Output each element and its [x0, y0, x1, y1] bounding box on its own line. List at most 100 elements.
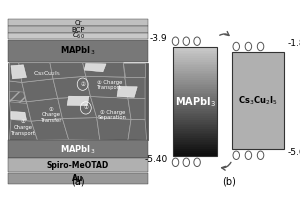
Text: -5.40: -5.40	[144, 155, 167, 164]
Bar	[8, 140, 148, 158]
Bar	[173, 138, 218, 140]
Text: MAPbI$_3$: MAPbI$_3$	[60, 45, 96, 57]
Bar	[173, 155, 218, 156]
Polygon shape	[9, 81, 26, 102]
Bar	[173, 71, 218, 73]
Bar	[173, 51, 218, 53]
Bar	[173, 47, 218, 49]
Bar	[173, 58, 218, 60]
Bar	[173, 153, 218, 155]
Bar	[173, 82, 218, 84]
Bar	[173, 105, 218, 107]
Bar	[173, 80, 218, 82]
Polygon shape	[97, 118, 131, 140]
Bar	[8, 33, 148, 39]
Bar	[173, 91, 218, 93]
Bar	[173, 98, 218, 100]
Polygon shape	[123, 63, 145, 77]
Text: MAPbI$_3$: MAPbI$_3$	[60, 143, 96, 156]
Bar	[173, 147, 218, 149]
Bar	[173, 118, 218, 120]
Bar	[173, 76, 218, 78]
Text: Cs$_3$Cu$_2$I$_5$: Cs$_3$Cu$_2$I$_5$	[238, 95, 278, 107]
Polygon shape	[22, 79, 58, 102]
Polygon shape	[11, 65, 26, 79]
Bar	[173, 151, 218, 153]
Bar	[173, 136, 218, 138]
Bar	[173, 149, 218, 151]
Polygon shape	[83, 63, 125, 77]
Text: ②
Charge
Transport: ② Charge Transport	[11, 119, 36, 136]
Bar	[232, 52, 284, 149]
Bar	[8, 63, 148, 140]
Polygon shape	[128, 119, 147, 140]
Text: Au: Au	[72, 174, 84, 183]
Bar	[173, 53, 218, 54]
Text: Spiro-MeOTAD: Spiro-MeOTAD	[47, 161, 109, 170]
Polygon shape	[58, 96, 97, 118]
Text: -5.65: -5.65	[288, 148, 300, 157]
Bar	[173, 60, 218, 62]
Text: Cr: Cr	[74, 20, 82, 26]
Polygon shape	[117, 86, 137, 97]
Bar	[173, 122, 218, 124]
Polygon shape	[19, 63, 53, 82]
Bar	[173, 140, 218, 142]
Bar	[8, 40, 148, 62]
Text: ② Charge
Transport: ② Charge Transport	[97, 80, 122, 90]
Text: ① Charge
Separation: ① Charge Separation	[98, 110, 127, 120]
Bar	[173, 145, 218, 147]
Polygon shape	[84, 63, 106, 72]
Bar	[8, 26, 148, 33]
FancyArrowPatch shape	[222, 162, 231, 170]
Bar	[173, 87, 218, 89]
Bar	[173, 127, 218, 129]
Polygon shape	[53, 76, 91, 98]
Bar	[173, 100, 218, 102]
Bar	[173, 49, 218, 51]
Polygon shape	[9, 63, 22, 82]
Text: (a): (a)	[71, 176, 85, 186]
Bar	[173, 64, 218, 65]
Bar	[173, 67, 218, 69]
Bar	[173, 142, 218, 144]
Text: -3.9: -3.9	[150, 34, 167, 43]
Bar	[173, 120, 218, 122]
Bar	[173, 107, 218, 109]
Text: BCP: BCP	[71, 27, 85, 33]
Text: $C_{60}$: $C_{60}$	[72, 31, 84, 41]
Polygon shape	[50, 63, 86, 79]
Polygon shape	[128, 98, 145, 120]
Text: ①
Charge
Transfer: ① Charge Transfer	[41, 107, 62, 123]
Bar	[173, 111, 218, 113]
Bar	[173, 85, 218, 87]
Text: (b): (b)	[223, 176, 236, 186]
Bar	[173, 133, 218, 134]
Bar	[173, 124, 218, 125]
Bar	[173, 102, 218, 104]
Polygon shape	[67, 96, 89, 106]
FancyArrowPatch shape	[220, 32, 229, 35]
Bar	[173, 125, 218, 127]
Bar	[8, 19, 148, 26]
Bar	[173, 109, 218, 111]
Bar	[173, 93, 218, 94]
Bar	[173, 65, 218, 67]
Polygon shape	[62, 118, 100, 140]
Polygon shape	[31, 118, 69, 140]
Text: MAPbI$_3$: MAPbI$_3$	[175, 95, 215, 109]
Bar	[173, 78, 218, 80]
Bar	[173, 116, 218, 118]
Polygon shape	[9, 100, 31, 121]
Bar	[173, 104, 218, 105]
Bar	[173, 134, 218, 136]
Bar	[173, 56, 218, 58]
Bar	[173, 131, 218, 133]
Bar	[173, 144, 218, 145]
Text: ②: ②	[80, 82, 85, 87]
Text: Cs$_3$Cu$_2$I$_5$: Cs$_3$Cu$_2$I$_5$	[33, 69, 61, 78]
Polygon shape	[9, 119, 38, 140]
Bar	[173, 89, 218, 91]
Bar	[173, 54, 218, 56]
Bar	[173, 69, 218, 71]
